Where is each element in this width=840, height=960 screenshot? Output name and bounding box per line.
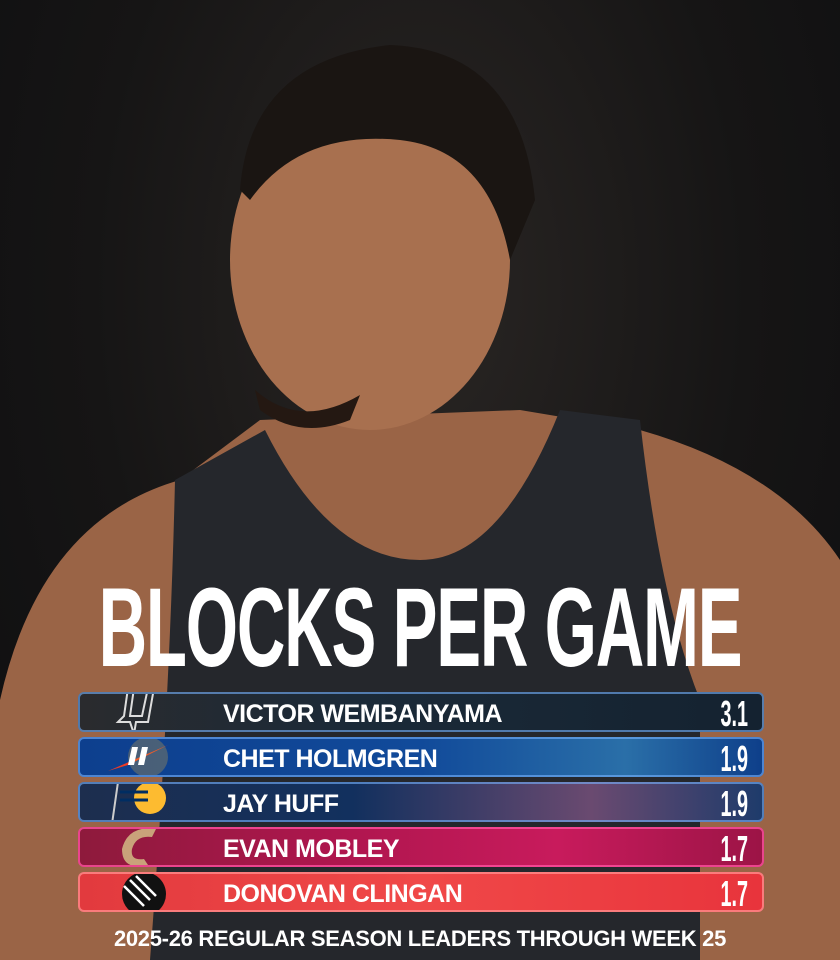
leader-row: JAY HUFF 1.9	[78, 782, 764, 822]
player-beard	[255, 390, 360, 428]
trail-blazers-logo-icon	[122, 874, 166, 910]
leader-row: CHET HOLMGREN 1.9	[78, 737, 764, 777]
player-hair	[240, 45, 535, 260]
leader-row: DONOVAN CLINGAN 1.7	[78, 872, 764, 912]
player-jersey	[150, 410, 700, 960]
leader-row: VICTOR WEMBANYAMA 3.1	[78, 692, 764, 732]
stat-value: 1.7	[698, 828, 748, 867]
player-name: VICTOR WEMBANYAMA	[223, 700, 503, 728]
player-name: JAY HUFF	[223, 790, 339, 818]
player-head	[230, 90, 510, 430]
stat-value-text: 1.7	[720, 828, 748, 867]
stat-value-text: 1.9	[720, 738, 748, 777]
player-name: CHET HOLMGREN	[223, 745, 438, 773]
page-title: BLOCKS PER GAME	[0, 572, 840, 684]
stat-value: 1.7	[698, 873, 748, 912]
player-name: DONOVAN CLINGAN	[223, 880, 463, 908]
player-name: EVAN MOBLEY	[223, 835, 400, 863]
stat-value-text: 3.1	[720, 693, 748, 732]
stat-value: 1.9	[698, 738, 748, 777]
spurs-logo-icon	[115, 694, 154, 730]
leader-row: EVAN MOBLEY 1.7	[78, 827, 764, 867]
cavaliers-logo-icon	[122, 829, 156, 865]
stat-value-text: 1.9	[720, 783, 748, 822]
footer-caption: 2025-26 REGULAR SEASON LEADERS THROUGH W…	[113, 926, 727, 951]
page-title-text: BLOCKS PER GAME	[98, 565, 743, 690]
stat-value-text: 1.7	[720, 873, 748, 912]
stat-value: 3.1	[698, 693, 748, 732]
thunder-logo-icon	[108, 739, 168, 775]
pacers-logo-icon	[111, 784, 166, 820]
stat-value: 1.9	[698, 783, 748, 822]
